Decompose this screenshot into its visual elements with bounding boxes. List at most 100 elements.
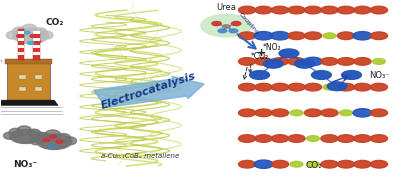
Circle shape bbox=[295, 59, 314, 68]
Circle shape bbox=[271, 83, 289, 91]
Circle shape bbox=[290, 161, 303, 167]
Circle shape bbox=[238, 32, 256, 40]
Circle shape bbox=[238, 58, 256, 65]
Circle shape bbox=[307, 136, 320, 141]
Circle shape bbox=[353, 32, 372, 40]
Circle shape bbox=[223, 25, 230, 28]
Text: *CO₂: *CO₂ bbox=[251, 52, 269, 61]
Ellipse shape bbox=[14, 135, 37, 143]
Circle shape bbox=[353, 109, 372, 117]
Circle shape bbox=[337, 58, 355, 65]
Ellipse shape bbox=[10, 130, 42, 143]
Circle shape bbox=[288, 32, 305, 40]
Ellipse shape bbox=[57, 134, 71, 142]
Circle shape bbox=[305, 6, 322, 14]
Circle shape bbox=[323, 84, 336, 90]
Bar bbox=[5, 59, 52, 64]
Ellipse shape bbox=[4, 132, 15, 139]
Ellipse shape bbox=[33, 28, 47, 37]
Circle shape bbox=[34, 40, 41, 43]
Circle shape bbox=[305, 83, 322, 91]
Circle shape bbox=[370, 32, 388, 40]
Circle shape bbox=[337, 135, 355, 142]
Ellipse shape bbox=[17, 34, 44, 43]
Ellipse shape bbox=[13, 28, 48, 44]
Ellipse shape bbox=[9, 128, 22, 137]
Circle shape bbox=[312, 71, 331, 79]
Circle shape bbox=[288, 83, 305, 91]
Circle shape bbox=[279, 49, 299, 58]
Circle shape bbox=[354, 135, 371, 142]
Circle shape bbox=[354, 6, 371, 14]
Bar bbox=[19, 87, 26, 92]
Circle shape bbox=[337, 6, 355, 14]
Circle shape bbox=[238, 109, 256, 117]
Circle shape bbox=[254, 32, 273, 40]
Circle shape bbox=[372, 59, 385, 64]
Circle shape bbox=[305, 109, 322, 117]
Bar bbox=[18, 31, 24, 34]
Circle shape bbox=[24, 31, 30, 34]
Circle shape bbox=[321, 109, 338, 117]
Ellipse shape bbox=[30, 137, 42, 145]
Bar bbox=[33, 33, 40, 60]
Circle shape bbox=[255, 135, 272, 142]
Circle shape bbox=[370, 6, 388, 14]
Circle shape bbox=[354, 58, 371, 65]
Circle shape bbox=[288, 6, 305, 14]
Circle shape bbox=[290, 110, 303, 116]
Circle shape bbox=[337, 160, 355, 168]
Bar bbox=[18, 38, 24, 41]
Circle shape bbox=[271, 32, 290, 40]
Circle shape bbox=[305, 32, 322, 40]
Bar bbox=[35, 87, 42, 92]
Circle shape bbox=[201, 14, 252, 37]
Circle shape bbox=[49, 146, 56, 148]
Circle shape bbox=[271, 58, 289, 65]
Text: *NO₂: *NO₂ bbox=[263, 43, 281, 52]
Circle shape bbox=[238, 6, 256, 14]
Circle shape bbox=[50, 135, 57, 138]
Text: a-Cu₀.₁CoBₓ metallene: a-Cu₀.₁CoBₓ metallene bbox=[101, 153, 179, 159]
Bar bbox=[18, 29, 24, 60]
Ellipse shape bbox=[6, 31, 19, 39]
Text: CO₂: CO₂ bbox=[306, 161, 323, 170]
Circle shape bbox=[271, 160, 289, 168]
Bar bbox=[35, 75, 42, 79]
Text: +: + bbox=[256, 48, 266, 58]
Circle shape bbox=[30, 34, 37, 38]
Circle shape bbox=[337, 83, 355, 91]
Circle shape bbox=[370, 83, 388, 91]
Bar bbox=[33, 38, 40, 41]
Circle shape bbox=[255, 58, 272, 65]
Text: CO₂: CO₂ bbox=[45, 18, 63, 27]
Circle shape bbox=[238, 160, 256, 168]
Circle shape bbox=[238, 83, 256, 91]
Circle shape bbox=[255, 83, 272, 91]
Circle shape bbox=[254, 160, 273, 168]
Ellipse shape bbox=[64, 137, 76, 145]
Circle shape bbox=[337, 32, 355, 40]
Circle shape bbox=[271, 6, 289, 14]
Circle shape bbox=[354, 83, 371, 91]
Circle shape bbox=[255, 6, 272, 14]
Circle shape bbox=[327, 82, 347, 91]
Ellipse shape bbox=[41, 31, 53, 39]
Text: Coupling: Coupling bbox=[238, 11, 260, 35]
Ellipse shape bbox=[21, 24, 37, 35]
Circle shape bbox=[28, 42, 34, 44]
Circle shape bbox=[264, 59, 283, 68]
Circle shape bbox=[17, 34, 24, 38]
Circle shape bbox=[238, 135, 256, 142]
Text: Urea: Urea bbox=[216, 3, 236, 12]
Circle shape bbox=[370, 160, 388, 168]
Circle shape bbox=[370, 135, 388, 142]
Circle shape bbox=[354, 160, 371, 168]
Circle shape bbox=[288, 58, 305, 65]
Polygon shape bbox=[0, 100, 58, 105]
Circle shape bbox=[271, 135, 289, 142]
Ellipse shape bbox=[12, 27, 27, 36]
Ellipse shape bbox=[35, 132, 46, 139]
Circle shape bbox=[321, 6, 338, 14]
Ellipse shape bbox=[37, 134, 72, 149]
